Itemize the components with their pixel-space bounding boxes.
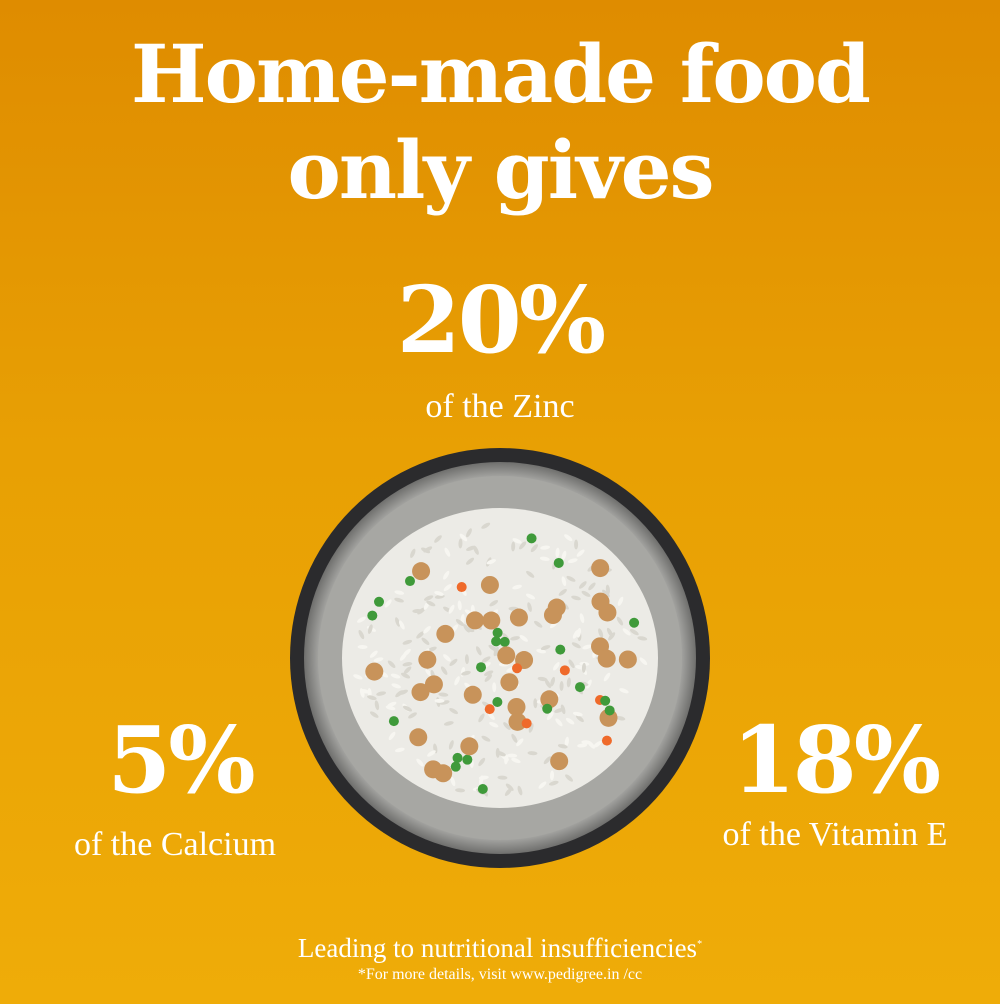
stat-calcium-value: 5% [107,706,255,814]
stat-zinc-value: 20% [396,266,606,374]
stat-vitamin-e-value: 18% [731,706,941,814]
tagline-text: Leading to nutritional insufficiencies [297,933,698,963]
footer-tagline: Leading to nutritional insufficiencies* [0,933,1000,964]
stat-calcium-label: of the Calcium [73,826,277,863]
headline-line1: Home-made food [131,27,871,121]
stat-vitamin-e-label: of the Vitamin E [722,816,948,853]
stat-zinc-label: of the Zinc [425,388,575,425]
asterisk: * [697,939,703,950]
rice-bowl-image [290,448,710,868]
headline-line2: only gives [287,123,715,217]
footer-note: *For more details, visit www.pedigree.in… [357,966,643,983]
